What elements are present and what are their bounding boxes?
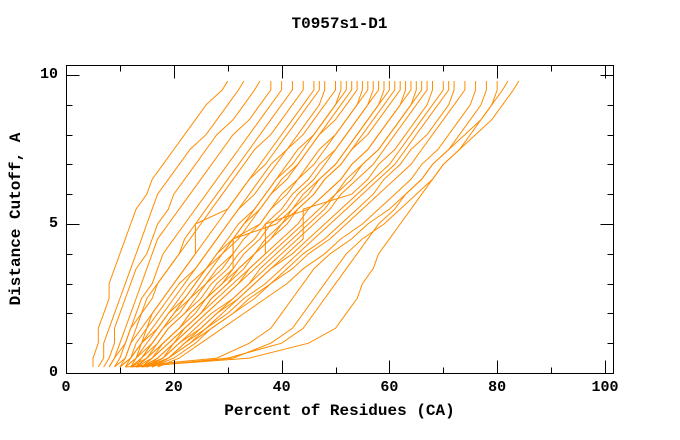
y-tick-label: 0 — [48, 364, 58, 381]
model-curve — [97, 80, 245, 368]
x-tick-label: 80 — [488, 379, 507, 396]
model-curve — [141, 80, 509, 368]
model-curve — [157, 81, 477, 368]
model-curve — [114, 81, 283, 368]
x-tick-label: 60 — [380, 379, 399, 396]
model-curve — [124, 81, 315, 368]
model-curve — [130, 80, 520, 368]
model-curve — [141, 81, 444, 368]
model-curve — [151, 81, 433, 368]
model-curve — [92, 80, 229, 367]
model-curve — [136, 81, 498, 368]
model-curve — [103, 80, 261, 368]
model-curve — [108, 81, 272, 368]
model-curve — [119, 81, 336, 368]
model-curve — [119, 81, 358, 368]
model-curve — [146, 81, 466, 368]
plot-border — [66, 65, 614, 374]
model-curve — [124, 81, 347, 368]
x-tick-label: 20 — [164, 379, 183, 396]
model-curve — [135, 81, 390, 368]
model-curve — [135, 81, 412, 368]
x-tick-label: 0 — [61, 379, 71, 396]
x-tick-label: 100 — [591, 379, 619, 396]
model-curve — [124, 81, 369, 368]
model-curve — [146, 81, 428, 368]
model-curve — [108, 81, 304, 368]
x-tick-label: 40 — [272, 379, 291, 396]
model-curve — [130, 81, 401, 368]
model-curve — [125, 81, 487, 368]
model-curve — [114, 81, 320, 368]
y-tick-label: 10 — [39, 66, 58, 83]
plot-title: T0957s1-D1 — [291, 15, 388, 33]
model-curve — [130, 81, 353, 368]
y-tick-label: 5 — [48, 215, 58, 232]
model-curve — [146, 81, 450, 368]
x-axis-label: Percent of Residues (CA) — [224, 402, 455, 420]
